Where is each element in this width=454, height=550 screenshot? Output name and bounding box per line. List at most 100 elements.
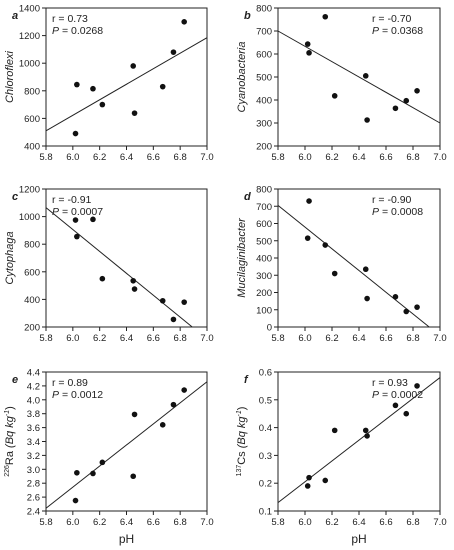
y-tick-label: 1400 xyxy=(19,4,40,15)
regression-line xyxy=(45,207,193,328)
y-tick-label: 4.2 xyxy=(27,381,40,392)
data-point xyxy=(322,477,329,484)
x-tick-label: 5.8 xyxy=(39,517,52,528)
scatter-panel-c: 5.8 6.0 6.2 6.4 6.6 6.8 7.0 200 400 600 800 1000 120… xyxy=(4,185,214,345)
x-tick-label: 6.8 xyxy=(174,517,187,528)
data-point xyxy=(74,469,80,476)
regression-line xyxy=(45,37,208,132)
x-tick-label: 6.2 xyxy=(325,152,338,163)
data-point xyxy=(131,110,138,116)
regression-line xyxy=(277,204,430,328)
x-tick-label: 6.6 xyxy=(379,152,392,163)
panel-letter: b xyxy=(244,10,251,22)
data-point xyxy=(170,316,177,323)
y-tick-label: 1200 xyxy=(19,31,40,42)
y-tick-label: 0.6 xyxy=(259,368,272,379)
data-point xyxy=(362,427,369,434)
x-tick-label: 7.0 xyxy=(433,517,446,528)
y-tick-label: 300 xyxy=(256,271,272,282)
data-point xyxy=(90,216,96,223)
y-tick-label: 4.0 xyxy=(27,395,40,406)
x-tick-label: 6.2 xyxy=(93,333,106,344)
y-tick-label: 0 xyxy=(267,323,272,334)
data-point xyxy=(403,308,410,315)
regression-line xyxy=(277,30,441,124)
x-tick-label: 6.0 xyxy=(66,152,79,163)
y-tick-label: 1000 xyxy=(19,59,40,70)
y-tick-label: 3.6 xyxy=(27,423,40,434)
data-point xyxy=(392,402,399,409)
r-value-label: r = 0.73 xyxy=(52,13,88,25)
y-tick-label: 600 xyxy=(256,219,272,230)
scatter-panel-f: 5.8 6.0 6.2 6.4 6.6 6.8 7.0 0.1 0.2 0.3 0.4 0.5 0.6 f… xyxy=(236,368,447,547)
r-value-label: r = 0.93 xyxy=(372,377,408,389)
data-point xyxy=(181,387,187,393)
x-tick-label: 7.0 xyxy=(200,152,213,163)
data-point xyxy=(322,13,329,20)
y-tick-label: 100 xyxy=(256,305,272,316)
y-tick-label: 3.0 xyxy=(27,465,40,476)
r-value-label: r = -0.90 xyxy=(372,194,412,206)
x-tick-label: 6.4 xyxy=(120,333,133,344)
data-point xyxy=(304,41,311,47)
y-tick-label: 1000 xyxy=(19,212,40,223)
x-tick-label: 6.2 xyxy=(325,333,338,344)
y-tick-label: 0.3 xyxy=(259,451,272,462)
data-point xyxy=(131,286,138,292)
x-tick-label: 6.8 xyxy=(406,152,419,163)
x-tick-label: 6.4 xyxy=(352,333,365,344)
y-axis-label: Mucilaginibacter xyxy=(236,217,248,298)
panel-letter: d xyxy=(244,191,251,203)
y-tick-label: 3.2 xyxy=(27,451,40,462)
y-tick-label: 700 xyxy=(256,27,272,38)
x-tick-label: 7.0 xyxy=(200,517,213,528)
x-tick-label: 6.0 xyxy=(298,152,311,163)
y-axis-label: Chloroflexi xyxy=(4,50,16,103)
data-point xyxy=(364,433,370,439)
y-tick-label: 600 xyxy=(24,114,40,125)
y-tick-label: 2.4 xyxy=(27,507,40,518)
x-tick-label: 6.4 xyxy=(120,152,133,163)
data-point xyxy=(72,497,79,504)
y-axis-label: Cytophaga xyxy=(4,231,16,284)
y-tick-label: 0.2 xyxy=(259,479,272,490)
y-tick-label: 600 xyxy=(256,50,272,61)
x-axis-label: pH xyxy=(119,532,134,546)
regression-line xyxy=(277,377,441,504)
panel-letter: c xyxy=(12,191,18,203)
data-point xyxy=(392,294,399,300)
y-tick-label: 0.1 xyxy=(259,507,272,518)
x-tick-label: 5.8 xyxy=(271,517,284,528)
x-tick-label: 6.2 xyxy=(325,517,338,528)
data-point xyxy=(414,304,420,310)
data-point xyxy=(414,383,420,389)
x-tick-label: 5.8 xyxy=(39,152,52,163)
scatter-panel-d: 5.8 6.0 6.2 6.4 6.6 6.8 7.0 0 100 200 300 400 500 600… xyxy=(236,185,447,345)
data-point xyxy=(306,50,312,56)
y-tick-label: 400 xyxy=(24,142,40,153)
data-point xyxy=(74,81,80,88)
panel-letter: a xyxy=(12,10,18,22)
data-point xyxy=(414,88,420,94)
r-value-label: r = -0.91 xyxy=(52,194,92,206)
r-value-label: r = 0.89 xyxy=(52,377,88,389)
y-tick-label: 1200 xyxy=(19,185,40,196)
p-value-label: P = 0.0002 xyxy=(372,389,423,401)
data-point xyxy=(403,410,410,417)
x-tick-label: 6.0 xyxy=(298,517,311,528)
y-tick-label: 3.4 xyxy=(27,437,40,448)
y-tick-label: 300 xyxy=(256,119,272,130)
r-value-label: r = -0.70 xyxy=(372,13,412,25)
x-tick-label: 6.0 xyxy=(66,517,79,528)
data-point xyxy=(130,277,137,284)
x-tick-label: 6.2 xyxy=(93,517,106,528)
y-tick-label: 400 xyxy=(24,295,40,306)
data-point xyxy=(362,266,369,273)
y-axis-label: 137Cs (Bq kg-1) xyxy=(236,407,248,477)
scatter-panel-b: 5.8 6.0 6.2 6.4 6.6 6.8 7.0 200 300 400 500 600 700 8… xyxy=(236,4,447,164)
y-tick-label: 800 xyxy=(256,185,272,196)
data-point xyxy=(403,97,410,104)
data-point xyxy=(130,63,137,69)
panel-letter: e xyxy=(12,374,18,386)
data-point xyxy=(362,73,369,79)
